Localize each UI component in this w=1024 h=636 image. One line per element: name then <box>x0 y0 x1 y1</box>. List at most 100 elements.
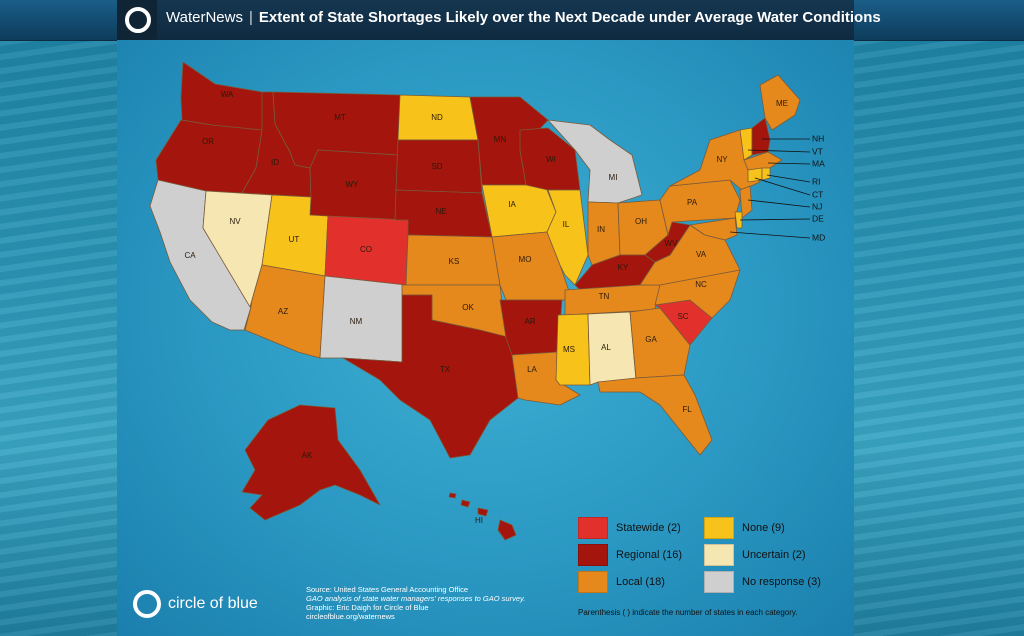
page-title: Extent of State Shortages Likely over th… <box>258 9 881 26</box>
state-ma <box>743 151 783 171</box>
label-ne: NE <box>435 207 446 216</box>
label-ks: KS <box>449 257 460 266</box>
state-nm <box>319 275 407 363</box>
label-id: ID <box>271 158 279 167</box>
state-nh <box>751 117 771 156</box>
state-md <box>689 217 738 241</box>
state-de <box>734 211 743 229</box>
state-ar <box>499 299 563 356</box>
callout-md: MD <box>812 232 825 242</box>
label-la: LA <box>527 365 537 374</box>
callout-nj: NJ <box>812 201 822 211</box>
state-al <box>587 311 637 386</box>
label-ky: KY <box>618 263 629 272</box>
legend-label-local: Local (18) <box>616 576 665 588</box>
label-or: OR <box>202 137 214 146</box>
state-ak <box>241 404 381 521</box>
legend-swatch-none <box>704 517 734 539</box>
callout-nh: NH <box>812 133 824 143</box>
label-hi: HI <box>475 516 483 525</box>
brand-name[interactable]: WaterNews <box>166 9 243 26</box>
label-ms: MS <box>563 345 575 354</box>
source-line-4[interactable]: circleofblue.org/waternews <box>306 612 395 621</box>
legend-label-no-response: No response (3) <box>742 576 821 588</box>
header-title-strip <box>117 0 854 40</box>
legend-item-no-response: No response (3) <box>704 571 821 593</box>
callout-line-ma <box>767 162 811 165</box>
label-az: AZ <box>278 307 288 316</box>
water-background-left <box>0 40 120 636</box>
legend-swatch-regional <box>578 544 608 566</box>
state-tx <box>342 294 519 459</box>
state-ga <box>629 307 691 379</box>
circle-of-blue-logo[interactable] <box>117 0 157 40</box>
source-line-2: GAO analysis of state water managers' re… <box>306 594 526 603</box>
state-mi <box>547 119 643 204</box>
label-ar: AR <box>524 317 535 326</box>
callout-ri: RI <box>812 176 821 186</box>
source-credits: Source: United States General Accounting… <box>306 585 525 621</box>
label-mt: MT <box>334 113 346 122</box>
label-me: ME <box>776 99 788 108</box>
callout-line-md <box>729 231 811 239</box>
circle-logo-icon <box>133 590 161 618</box>
label-al: AL <box>601 343 611 352</box>
callout-line-de <box>739 218 811 221</box>
state-ia <box>481 184 557 238</box>
legend-swatch-uncertain <box>704 544 734 566</box>
label-nm: NM <box>350 317 363 326</box>
label-fl: FL <box>682 405 692 414</box>
label-ny: NY <box>716 155 728 164</box>
map-legend: Statewide (2) Regional (16) Local (18) N… <box>578 517 858 617</box>
label-ga: GA <box>645 335 657 344</box>
callout-line-ct <box>754 177 811 196</box>
legend-item-uncertain: Uncertain (2) <box>704 544 806 566</box>
state-hi-island-3 <box>460 499 471 508</box>
legend-label-statewide: Statewide (2) <box>616 522 681 534</box>
label-wv: WV <box>665 239 679 248</box>
label-va: VA <box>696 250 707 259</box>
legend-item-none: None (9) <box>704 517 785 539</box>
legend-swatch-statewide <box>578 517 608 539</box>
label-co: CO <box>360 245 372 254</box>
state-ms <box>555 313 591 386</box>
legend-item-regional: Regional (16) <box>578 544 682 566</box>
label-sd: SD <box>431 162 442 171</box>
legend-label-uncertain: Uncertain (2) <box>742 549 806 561</box>
label-ok: OK <box>462 303 474 312</box>
legend-label-none: None (9) <box>742 522 785 534</box>
label-nd: ND <box>431 113 443 122</box>
label-wy: WY <box>346 180 360 189</box>
callout-ma: MA <box>812 158 825 168</box>
circle-of-blue-footer-logo[interactable]: circle of blue <box>133 590 258 618</box>
label-in: IN <box>597 225 605 234</box>
footer-brand-text: circle of blue <box>168 595 258 612</box>
header-text: WaterNews | Extent of State Shortages Like… <box>166 9 881 26</box>
label-mo: MO <box>519 255 532 264</box>
legend-swatch-no-response <box>704 571 734 593</box>
callout-line-nj <box>747 199 811 208</box>
state-hi-island-2 <box>477 507 489 517</box>
label-oh: OH <box>635 217 647 226</box>
header-bar: WaterNews | Extent of State Shortages Like… <box>0 0 1024 41</box>
callout-line-vt <box>747 149 811 153</box>
source-line-3: Graphic: Eric Daigh for Circle of Blue <box>306 603 429 612</box>
state-ri <box>761 167 771 181</box>
header-separator: | <box>248 9 253 26</box>
callout-de: DE <box>812 213 824 223</box>
callout-line-ri <box>766 174 811 183</box>
state-or <box>155 119 263 194</box>
legend-swatch-local <box>578 571 608 593</box>
label-ak: AK <box>302 451 313 460</box>
legend-item-local: Local (18) <box>578 571 665 593</box>
label-ca: CA <box>184 251 196 260</box>
label-mn: MN <box>494 135 507 144</box>
label-sc: SC <box>677 312 688 321</box>
label-il: IL <box>563 220 570 229</box>
label-nv: NV <box>229 217 241 226</box>
legend-label-regional: Regional (16) <box>616 549 683 561</box>
label-ut: UT <box>289 235 300 244</box>
state-fl <box>597 374 713 456</box>
callout-vt: VT <box>812 146 823 156</box>
